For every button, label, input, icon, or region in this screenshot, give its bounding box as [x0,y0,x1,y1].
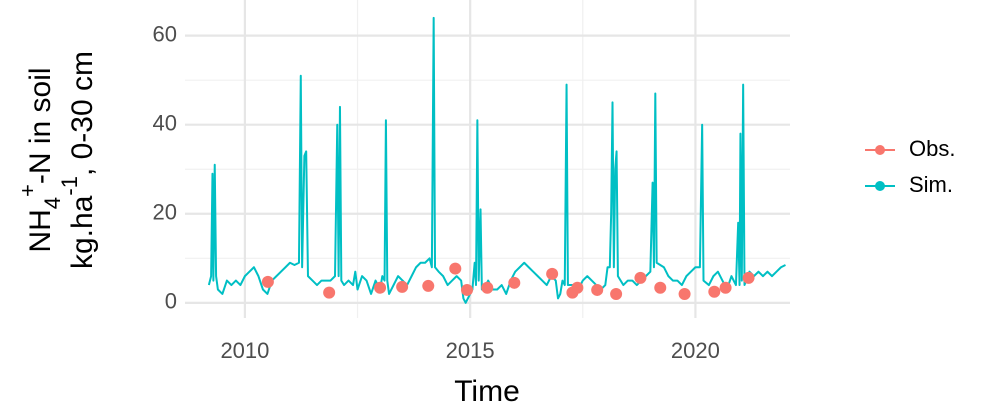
obs-point [261,275,274,288]
y-axis-title: kg.ha-1, 0-30 cm [57,51,99,269]
obs-point [654,281,667,294]
obs-point [481,281,494,294]
y-tick-label: 0 [165,289,177,314]
obs-point [508,276,521,289]
obs-point [461,283,474,296]
obs-point [323,286,336,299]
obs-point [591,283,604,296]
y-tick-label: 60 [153,21,177,46]
y-tick-label: 20 [153,200,177,225]
y-axis-title-part: , 0-30 cm [66,51,99,176]
legend-label: Obs. [909,136,955,161]
y-axis-title-part: -N in soil [24,67,57,184]
obs-point [374,281,387,294]
obs-point [719,281,732,294]
x-tick-label: 2015 [446,338,495,363]
obs-point [678,287,691,300]
sim-line [207,16,786,304]
obs-point [742,271,755,284]
y-axis-title-part: -1 [57,176,82,196]
y-axis-title-part: NH [24,209,57,252]
obs-point [571,281,584,294]
y-axis-title-part: + [15,184,40,197]
legend-key-point [875,181,885,191]
obs-point [422,279,435,292]
obs-point [610,287,623,300]
obs-point [396,280,409,293]
x-tick-label: 2020 [671,338,720,363]
y-axis-title-part: 4 [40,197,65,209]
y-tick-label: 40 [153,111,177,136]
x-axis-title: Time [454,375,520,408]
obs-point [634,271,647,284]
obs-point [546,267,559,280]
legend-key-point [875,145,885,155]
legend-label: Sim. [909,172,953,197]
y-axis-title-part: kg.ha [66,195,99,269]
obs-point [449,262,462,275]
y-axis-title: NH4+-N in soil [15,67,65,252]
x-tick-label: 2010 [220,338,269,363]
obs-point [708,285,721,298]
